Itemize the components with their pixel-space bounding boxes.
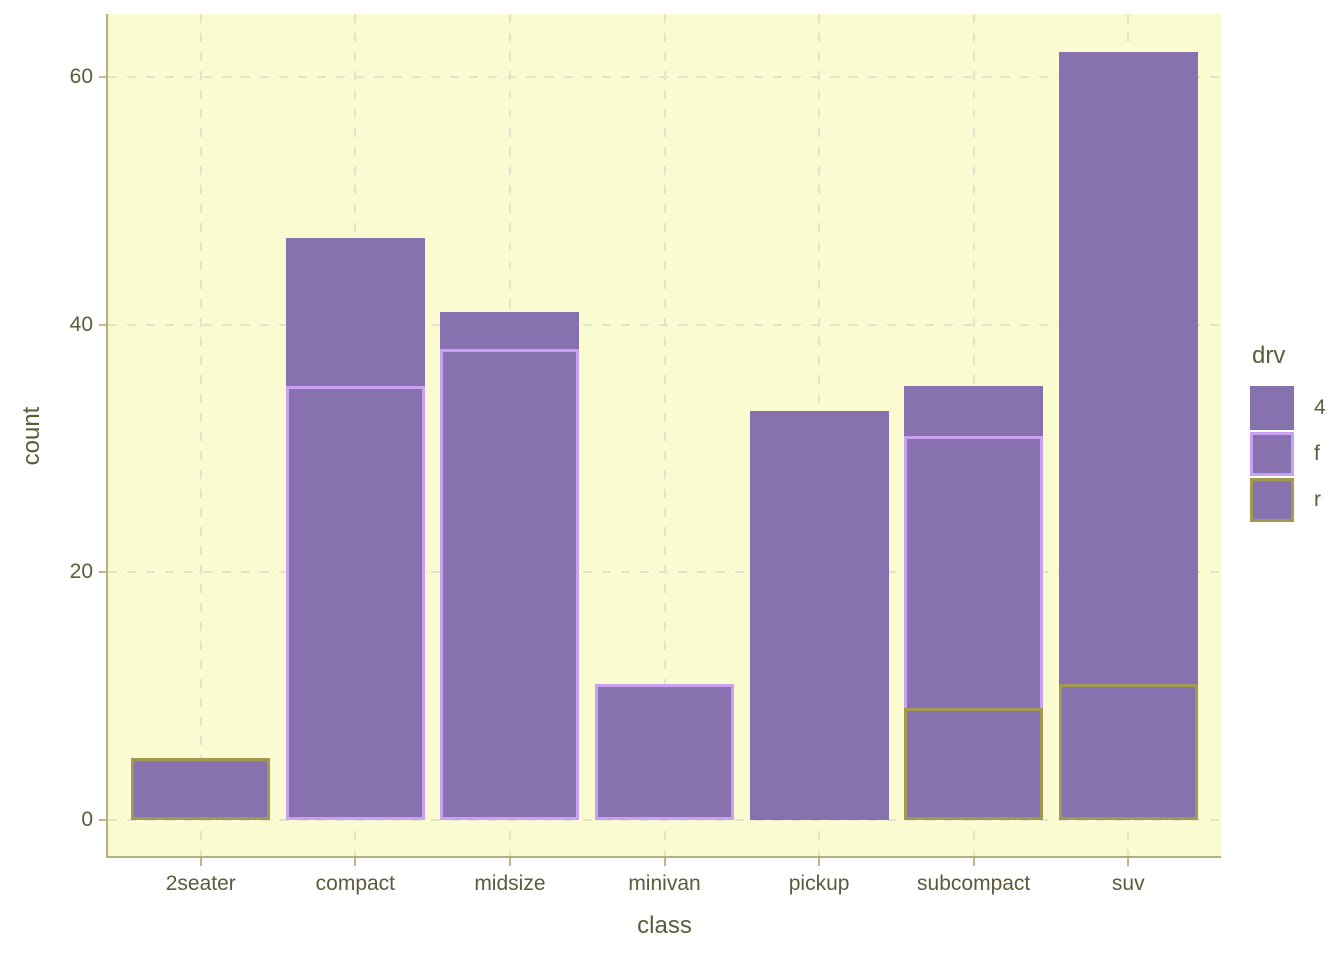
bar-segment-pickup-drv-4 (749, 411, 889, 820)
x-tick-mark (199, 858, 202, 866)
x-tick-mark (1127, 858, 1130, 866)
x-tick-label-minivan: minivan (628, 872, 701, 895)
plot-panel (106, 14, 1221, 858)
x-tick-mark (818, 858, 821, 866)
bar-segment-suv-drv-r (1058, 683, 1198, 820)
x-tick-mark (508, 858, 511, 866)
y-tick-mark (99, 323, 106, 326)
bar-segment-midsize-drv-4 (440, 312, 580, 350)
x-tick-label-pickup: pickup (788, 872, 850, 895)
legend-entry-label: r (1314, 488, 1321, 511)
v-gridline (199, 14, 202, 856)
bar-segment-2seater-drv-r (131, 757, 271, 820)
x-axis-title: class (637, 912, 692, 939)
legend-entry-f: f (1250, 432, 1326, 476)
x-tick-label-compact: compact (315, 872, 396, 895)
y-tick-label: 40 (69, 312, 93, 336)
x-tick-label-suv: suv (1111, 872, 1145, 895)
y-tick-mark (99, 571, 106, 574)
x-tick-label-subcompact: subcompact (917, 872, 1031, 895)
legend-entry-r: r (1250, 478, 1326, 522)
legend-title: drv (1252, 342, 1286, 369)
bar-segment-compact-drv-4 (285, 237, 425, 387)
v-gridline (663, 14, 666, 856)
x-tick-label-midsize: midsize (474, 872, 546, 895)
bar-segment-suv-drv-4 (1058, 52, 1198, 684)
bar-segment-subcompact-drv-r (904, 708, 1044, 820)
bar-segment-subcompact-drv-f (904, 436, 1044, 709)
bar-segment-midsize-drv-f (440, 349, 580, 820)
legend-key-swatch-4 (1250, 386, 1294, 430)
x-tick-mark (663, 858, 666, 866)
legend-key-swatch-r (1250, 478, 1294, 522)
legend-entry-label: 4 (1314, 396, 1326, 419)
y-tick-mark (99, 818, 106, 821)
legend-key-swatch-f (1250, 432, 1294, 476)
legend-entry-label: f (1314, 442, 1320, 465)
x-tick-label-2seater: 2seater (165, 872, 236, 895)
y-axis-title: count (18, 406, 45, 466)
y-tick-label: 20 (69, 560, 93, 584)
bar-segment-minivan-drv-f (594, 683, 735, 820)
bar-segment-compact-drv-f (285, 386, 425, 820)
legend-entry-4: 4 (1250, 386, 1326, 430)
x-tick-mark (972, 858, 975, 866)
bar-segment-subcompact-drv-4 (904, 386, 1044, 436)
y-tick-label: 0 (81, 807, 93, 831)
x-tick-mark (354, 858, 357, 866)
y-tick-label: 60 (69, 65, 93, 89)
y-tick-mark (99, 76, 106, 79)
